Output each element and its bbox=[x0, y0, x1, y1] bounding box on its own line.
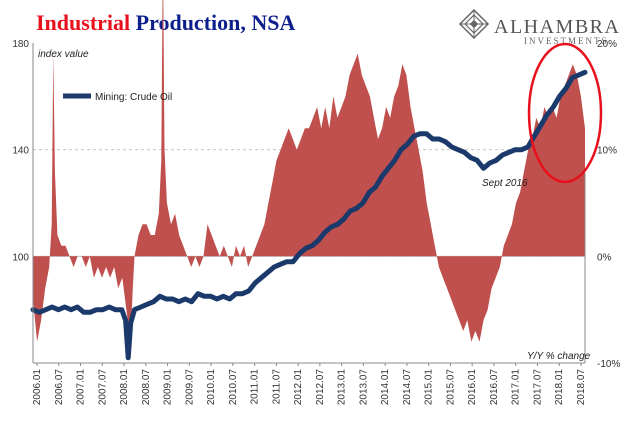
x-tick-label: 2007.01 bbox=[76, 369, 87, 406]
yoy-area-layer bbox=[33, 0, 585, 342]
right-axis-label: Y/Y % change bbox=[527, 351, 591, 362]
x-tick-label: 2009.01 bbox=[163, 369, 174, 406]
x-tick-label: 2013.07 bbox=[358, 369, 369, 406]
x-tick-label: 2010.01 bbox=[206, 369, 217, 406]
x-tick-label: 2017.07 bbox=[532, 369, 543, 406]
right-tick-label: 10% bbox=[597, 146, 617, 157]
yoy-area bbox=[33, 0, 585, 342]
legend: Mining: Crude Oil bbox=[63, 92, 172, 103]
left-tick-label: 100 bbox=[12, 252, 29, 263]
x-tick-label: 2015.07 bbox=[445, 369, 456, 406]
x-tick-label: 2011.07 bbox=[271, 369, 282, 405]
right-tick-label: 0% bbox=[597, 252, 612, 263]
left-tick-label: 140 bbox=[12, 146, 29, 157]
x-tick-label: 2006.07 bbox=[54, 369, 65, 406]
x-tick-label: 2018.07 bbox=[576, 369, 587, 406]
x-tick-label: 2008.01 bbox=[119, 369, 130, 406]
title-red-part: Industrial bbox=[36, 10, 130, 35]
crude-oil-line-layer bbox=[30, 69, 588, 361]
x-tick-label: 2008.07 bbox=[141, 369, 152, 406]
x-tick-label: 2007.07 bbox=[97, 369, 108, 406]
brand-name: ALHAMBRA bbox=[494, 16, 620, 38]
x-tick-label: 2012.07 bbox=[315, 369, 326, 406]
x-tick-label: 2016.01 bbox=[467, 369, 478, 406]
x-tick-label: 2013.01 bbox=[337, 369, 348, 406]
x-tick-label: 2012.01 bbox=[293, 369, 304, 406]
highlight-ellipse bbox=[527, 42, 603, 184]
x-tick-label: 2015.01 bbox=[424, 369, 435, 406]
sept-2016-annotation: Sept 2016 bbox=[482, 178, 528, 189]
x-tick-label: 2017.01 bbox=[511, 369, 522, 406]
x-tick-label: 2010.07 bbox=[228, 369, 239, 406]
left-axis-label: index value bbox=[38, 49, 89, 60]
logo-emblem-icon bbox=[458, 8, 490, 40]
crude-oil-line bbox=[30, 69, 588, 361]
right-tick-label: -10% bbox=[597, 359, 620, 370]
left-tick-label: 180 bbox=[12, 39, 29, 50]
brand-sub: INVESTMENTS bbox=[524, 36, 609, 46]
x-tick-label: 2018.01 bbox=[554, 369, 565, 406]
chart-title: Industrial Production, NSA bbox=[36, 10, 295, 35]
alhambra-logo: ALHAMBRA INVESTMENTS bbox=[458, 8, 620, 46]
x-tick-label: 2006.01 bbox=[32, 369, 43, 406]
title-blue-part: Production, NSA bbox=[130, 10, 295, 35]
x-tick-label: 2009.07 bbox=[184, 369, 195, 406]
legend-label: Mining: Crude Oil bbox=[95, 92, 172, 103]
right-tick-label: 20% bbox=[597, 39, 617, 50]
x-tick-label: 2014.01 bbox=[380, 369, 391, 406]
axes: 180 140 100 20% 10% 0% -10% 2006.01 2006.07 2007.… bbox=[12, 39, 620, 405]
x-tick-label: 2016.07 bbox=[489, 369, 500, 406]
x-tick-label: 2011.01 bbox=[250, 369, 261, 405]
x-tick-label: 2014.07 bbox=[402, 369, 413, 406]
